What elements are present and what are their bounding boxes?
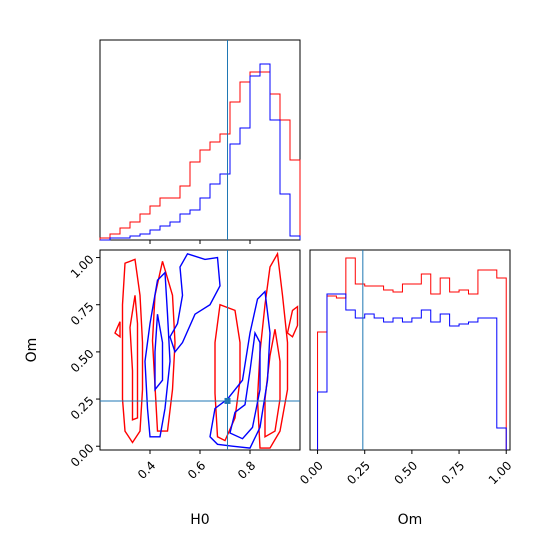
contour-blue-12	[229, 330, 261, 440]
joint-panel-frame	[99, 249, 301, 451]
joint-y-tick-label-1: 0.25	[68, 394, 97, 423]
joint-contours	[114, 251, 299, 449]
contour-red-4	[214, 303, 241, 442]
om-x-tick-label-1: 0.25	[344, 458, 373, 487]
x-axis-title-h0: H0	[190, 512, 209, 528]
joint-y-tick-label-4: 1.00	[68, 252, 97, 281]
om-hist-red-series	[317, 257, 507, 450]
joint-y-tick-label-0: 0.00	[68, 441, 97, 470]
om-hist-blue-series	[317, 293, 507, 450]
om-marginal-series	[317, 257, 507, 450]
h0-marginal-series	[99, 63, 301, 241]
joint-truth-marker	[224, 397, 231, 404]
contour-blue-9	[154, 314, 164, 392]
joint-y-tick-label-3: 0.75	[68, 299, 97, 328]
contour-red-0	[121, 258, 144, 444]
om-x-tick-label-4: 1.00	[486, 458, 515, 487]
om-marginal-frame	[309, 249, 511, 451]
joint-x-tick-label-1: 0.6	[185, 458, 208, 481]
om-marginal-histogram: 0.00 0.25 0.50 0.75 1.00 Om	[297, 249, 515, 528]
om-x-tick-label-3: 0.75	[439, 458, 468, 487]
contour-blue-8	[144, 270, 171, 438]
contour-blue-10	[169, 252, 221, 354]
contour-red-3	[114, 321, 121, 339]
contour-red-1	[129, 295, 139, 421]
h0-hist-blue-series	[100, 63, 301, 241]
h0-marginal-histogram	[99, 39, 301, 244]
joint-x-ticks: 0.4 0.6 0.8	[135, 450, 258, 482]
h0-marginal-x-ticks	[149, 240, 251, 244]
om-x-tick-label-2: 0.50	[391, 458, 420, 487]
joint-x-tick-label-2: 0.8	[235, 458, 258, 481]
joint-truth-crosshair	[100, 250, 300, 450]
y-axis-title-om: Om	[24, 338, 40, 363]
om-x-tick-label-0: 0.00	[297, 458, 326, 487]
x-axis-title-om: Om	[398, 512, 423, 528]
om-x-ticks: 0.00 0.25 0.50 0.75 1.00	[297, 450, 515, 487]
contour-red-7	[286, 305, 299, 338]
joint-y-ticks: 0.00 0.25 0.50 0.75 1.00	[68, 252, 100, 470]
joint-y-tick-label-2: 0.50	[68, 347, 97, 376]
contour-blue-11	[209, 289, 271, 449]
h0-om-contour-panel: 0.4 0.6 0.8 0.00 0.25 0.50 0.75 1.00 H0 Om	[24, 249, 301, 528]
contour-red-2	[151, 261, 176, 432]
joint-x-tick-label-0: 0.4	[135, 458, 158, 481]
